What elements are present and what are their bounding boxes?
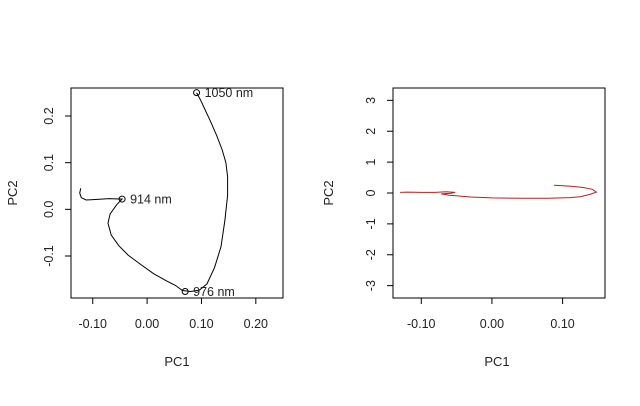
left-y-tick-label: 0.2 (42, 107, 56, 124)
right-y-axis-title: PC2 (321, 180, 336, 205)
wavelength-label: 914 nm (130, 193, 172, 207)
left-y-axis: -0.1 0.0 0.1 0.2 (42, 107, 72, 267)
left-annotations: 914 nm 976 nm 1050 nm (118, 86, 254, 299)
left-x-axis: -0.10 0.00 0.10 0.20 (78, 297, 268, 331)
left-x-tick-label: 0.00 (135, 317, 159, 331)
right-plot-panel: -0.10 0.00 0.10 -3 -2 -1 0 1 2 3 PC1 PC2 (321, 87, 606, 369)
right-y-tick-label: 1 (364, 159, 378, 166)
left-x-axis-title: PC1 (164, 354, 189, 369)
right-x-tick-label: 0.10 (550, 317, 574, 331)
right-y-tick-label: -3 (364, 280, 378, 291)
wavelength-marker (181, 287, 189, 295)
right-y-tick-label: 3 (364, 97, 378, 104)
left-y-tick-label: -0.1 (42, 245, 56, 267)
left-y-tick-label: 0.0 (42, 201, 56, 218)
right-y-tick-label: 0 (364, 189, 378, 196)
left-series-line (79, 92, 229, 293)
right-y-tick-label: 2 (364, 128, 378, 135)
wavelength-marker (118, 195, 126, 203)
left-x-tick-label: 0.10 (189, 317, 213, 331)
right-y-tick-label: -2 (364, 249, 378, 260)
left-x-tick-label: 0.20 (244, 317, 268, 331)
left-x-tick-label: -0.10 (78, 317, 107, 331)
right-series-line (400, 184, 598, 199)
right-x-tick-label: 0.00 (480, 317, 504, 331)
wavelength-label: 976 nm (193, 285, 235, 299)
left-y-axis-title: PC2 (5, 180, 20, 205)
right-x-axis-title: PC1 (484, 354, 509, 369)
wavelength-marker (193, 89, 201, 97)
left-plot-panel: -0.10 0.00 0.10 0.20 -0.1 0.0 0.1 0.2 914 nm 97… (5, 86, 284, 369)
right-x-tick-label: -0.10 (407, 317, 436, 331)
left-y-tick-label: 0.1 (42, 154, 56, 171)
right-y-tick-label: -1 (364, 218, 378, 229)
right-x-axis: -0.10 0.00 0.10 (407, 297, 575, 331)
wavelength-label: 1050 nm (205, 86, 254, 100)
right-y-axis: -3 -2 -1 0 1 2 3 (364, 97, 394, 291)
